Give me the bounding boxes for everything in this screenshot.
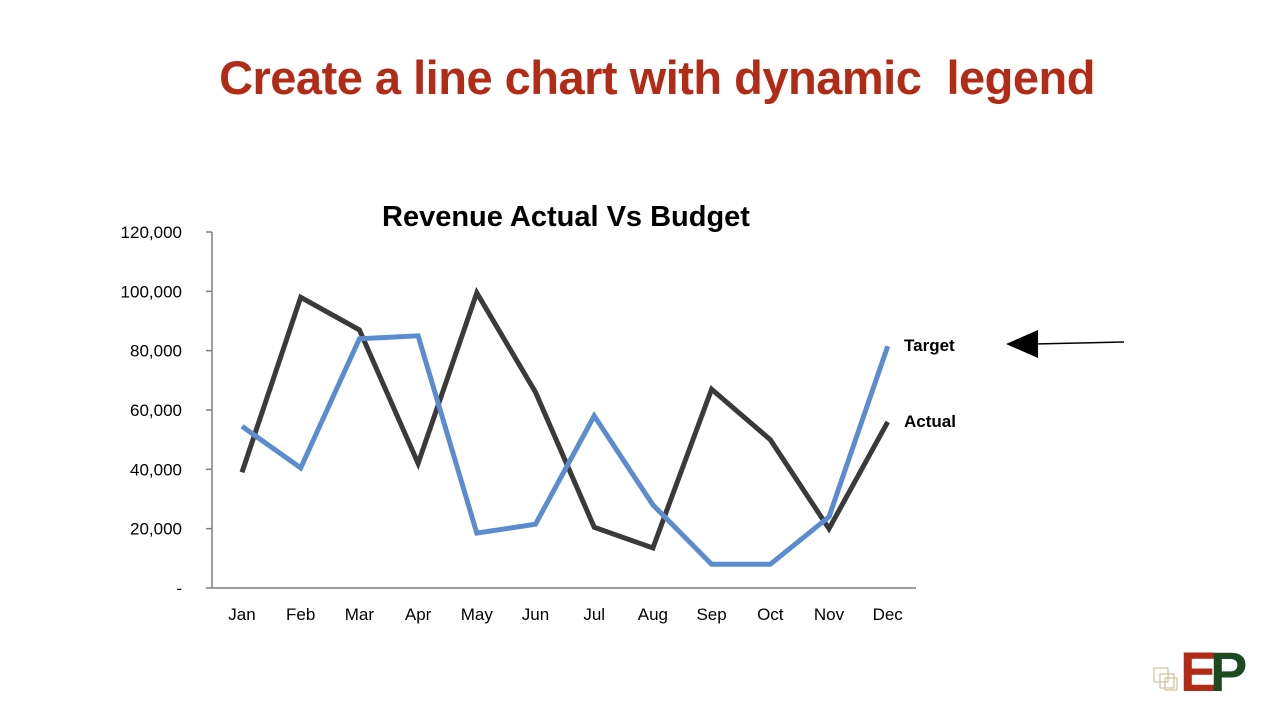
slide-title: Create a line chart with dynamic legend bbox=[219, 51, 1095, 104]
data-point-actual bbox=[298, 295, 303, 300]
data-point-actual bbox=[416, 461, 421, 466]
logo-letter-p: P bbox=[1210, 640, 1248, 703]
y-tick-label: 40,000 bbox=[130, 460, 182, 479]
data-point-target bbox=[709, 562, 714, 567]
x-tick-label: Feb bbox=[286, 605, 315, 624]
data-point-actual bbox=[533, 390, 538, 395]
logo-squares-icon bbox=[1153, 667, 1178, 691]
data-point-target bbox=[650, 502, 655, 507]
data-point-target bbox=[533, 522, 538, 527]
data-point-target bbox=[240, 424, 245, 429]
data-point-actual bbox=[357, 327, 362, 332]
data-point-target bbox=[298, 465, 303, 470]
x-tick-label: Jun bbox=[522, 605, 549, 624]
data-point-target bbox=[768, 562, 773, 567]
data-point-actual bbox=[709, 387, 714, 392]
ep-logo: E P bbox=[1150, 644, 1247, 702]
x-tick-label: Apr bbox=[405, 605, 432, 624]
y-tick-label: 80,000 bbox=[130, 342, 182, 361]
series-label-target: Target bbox=[904, 336, 955, 355]
series-label-actual: Actual bbox=[904, 412, 956, 431]
x-tick-label: Dec bbox=[873, 605, 904, 624]
annotation-arrow-shaft bbox=[1033, 341, 1125, 345]
y-tick-label: 20,000 bbox=[130, 520, 182, 539]
x-tick-label: Jul bbox=[583, 605, 605, 624]
data-point-actual bbox=[474, 290, 479, 295]
x-tick-label: May bbox=[461, 605, 494, 624]
data-point-target bbox=[357, 336, 362, 341]
y-tick-label: 100,000 bbox=[121, 282, 182, 301]
x-tick-label: Aug bbox=[638, 605, 668, 624]
data-point-target bbox=[416, 333, 421, 338]
data-point-target bbox=[474, 531, 479, 536]
x-tick-label: Jan bbox=[228, 605, 255, 624]
data-point-target bbox=[885, 344, 890, 349]
x-tick-label: Oct bbox=[757, 605, 784, 624]
data-point-actual bbox=[650, 545, 655, 550]
y-tick-label: 60,000 bbox=[130, 401, 182, 420]
data-point-actual bbox=[827, 526, 832, 531]
data-point-actual bbox=[768, 437, 773, 442]
data-point-actual bbox=[240, 470, 245, 475]
y-tick-label: 120,000 bbox=[121, 223, 182, 242]
series-line-target bbox=[240, 333, 891, 567]
data-point-target bbox=[592, 413, 597, 418]
x-tick-label: Sep bbox=[696, 605, 726, 624]
x-tick-label: Mar bbox=[345, 605, 375, 624]
x-tick-label: Nov bbox=[814, 605, 845, 624]
data-point-actual bbox=[885, 419, 890, 424]
y-tick-label: - bbox=[176, 579, 182, 598]
chart-title: Revenue Actual Vs Budget bbox=[382, 201, 750, 233]
logo-letter-e: E bbox=[1180, 640, 1218, 703]
series-line-actual bbox=[239, 286, 890, 552]
data-point-target bbox=[827, 514, 832, 519]
data-point-actual bbox=[592, 525, 597, 530]
annotation-arrow-head bbox=[1006, 330, 1038, 358]
